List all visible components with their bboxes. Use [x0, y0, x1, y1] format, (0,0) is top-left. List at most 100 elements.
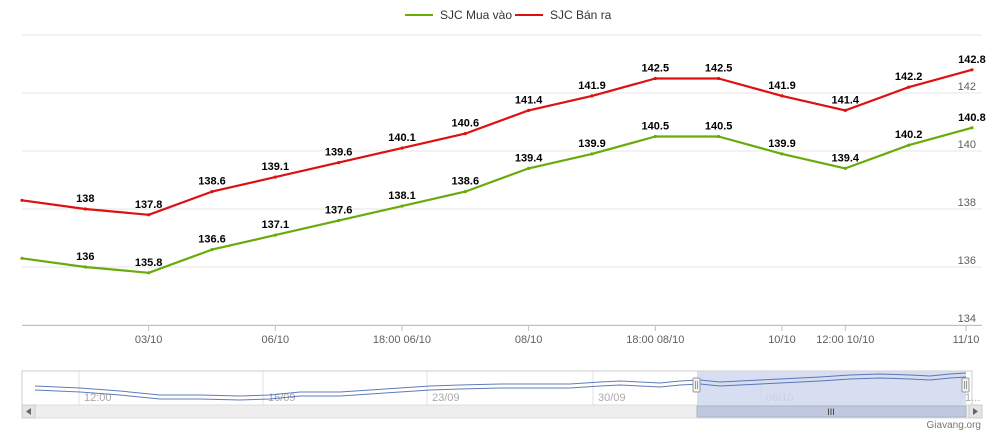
data-point [653, 134, 657, 139]
navigator-handle-right[interactable] [961, 377, 970, 393]
data-point [20, 256, 24, 260]
data-point [653, 76, 657, 81]
data-point [907, 143, 911, 147]
data-point [463, 132, 467, 136]
data-point [210, 190, 214, 194]
series-line-0 [21, 126, 973, 274]
navigator-scrollbar[interactable]: III [21, 404, 983, 419]
data-label: 142.5 [642, 63, 670, 75]
data-point [337, 161, 341, 165]
data-label: 137.6 [325, 205, 353, 217]
arrow-right-icon [973, 408, 978, 415]
data-labels: 136 135.8 136.6 137.1 137.6 138.1 138.6 139.4 13… [76, 54, 986, 269]
x-tick-label: 03/10 [135, 334, 163, 346]
navigator-line [34, 372, 967, 397]
navigator-line [34, 376, 967, 401]
navigator-series [34, 372, 967, 401]
data-point [590, 94, 594, 98]
data-label: 142.2 [895, 71, 923, 83]
x-tick-label: 11/10 [953, 334, 980, 346]
data-point [907, 85, 911, 89]
data-point [400, 204, 404, 208]
data-point [843, 108, 847, 112]
navigator-label: 1... [965, 392, 980, 404]
data-label: 137.8 [135, 199, 163, 211]
data-point [83, 265, 87, 269]
data-point [400, 146, 404, 150]
data-label: 140.1 [388, 132, 416, 144]
data-point [147, 213, 151, 217]
x-tick-label: 12:00 10/10 [816, 334, 874, 346]
y-tick-label: 138 [958, 197, 976, 209]
series-lines [20, 68, 974, 275]
data-point [273, 233, 277, 237]
data-label: 135.8 [135, 257, 163, 269]
y-tick-label: 136 [958, 255, 976, 267]
series-line-1 [21, 68, 973, 216]
x-tick-label: 10/10 [768, 334, 796, 346]
data-point [20, 198, 24, 202]
data-label: 138.6 [452, 176, 480, 188]
data-label: 139.4 [832, 152, 860, 164]
navigator-label: 23/09 [432, 392, 460, 404]
handle-left-box[interactable] [692, 377, 701, 393]
data-label: 139.4 [515, 152, 543, 164]
data-point [463, 190, 467, 194]
credit-link[interactable]: Giavang.org [927, 420, 981, 431]
legend[interactable]: SJC Mua vào SJC Bán ra [405, 8, 612, 22]
data-label: 140.6 [452, 118, 480, 130]
data-label: 139.1 [262, 161, 290, 173]
data-label: 141.4 [515, 94, 543, 106]
data-point [780, 94, 784, 98]
data-point [147, 271, 151, 275]
arrow-left-icon [26, 408, 31, 415]
data-label: 141.9 [578, 80, 606, 92]
data-label: 137.1 [262, 219, 290, 231]
data-label: 140.2 [895, 129, 923, 141]
y-axis: 134 136 138 140 142 [958, 81, 976, 325]
data-point [970, 68, 974, 72]
gridlines [22, 34, 982, 326]
data-label: 139.9 [768, 138, 796, 150]
y-tick-label: 134 [958, 313, 976, 325]
data-point [273, 175, 277, 179]
navigator-handle-left[interactable] [692, 377, 701, 393]
data-point [780, 152, 784, 156]
y-tick-label: 142 [958, 81, 976, 93]
x-axis: 03/10 06/10 18:00 06/10 08/10 18:00 08/10 10/… [135, 325, 979, 346]
data-label: 138.6 [198, 176, 226, 188]
data-label: 139.6 [325, 147, 353, 159]
legend-label-buy: SJC Mua vào [440, 8, 512, 22]
scrollbar-grip-icon: III [827, 407, 835, 417]
data-label: 138 [76, 193, 94, 205]
data-label: 142.5 [705, 63, 733, 75]
legend-item-sell[interactable]: SJC Bán ra [515, 8, 612, 22]
data-point [590, 152, 594, 156]
data-label: 136.6 [198, 234, 226, 246]
data-point [970, 126, 974, 130]
data-label: 140.5 [705, 121, 733, 133]
legend-label-sell: SJC Bán ra [550, 8, 612, 22]
handle-right-box[interactable] [961, 377, 970, 393]
scrollbar-thumb[interactable] [696, 405, 967, 418]
data-label: 138.1 [388, 190, 416, 202]
x-tick-label: 06/10 [262, 334, 290, 346]
navigator-label: 30/09 [598, 392, 626, 404]
x-tick-label: 18:00 08/10 [626, 334, 684, 346]
navigator[interactable]: 12:0016/0923/0930/0906/101... [21, 370, 980, 406]
data-label: 140.8 [958, 112, 986, 124]
data-label: 139.9 [578, 138, 606, 150]
data-point [843, 166, 847, 170]
data-point [337, 219, 341, 223]
navigator-label: 12:00 [84, 392, 112, 404]
y-tick-label: 140 [958, 139, 976, 151]
data-point [210, 248, 214, 252]
data-label: 136 [76, 251, 94, 263]
data-label: 141.9 [768, 80, 796, 92]
legend-item-buy[interactable]: SJC Mua vào [405, 8, 512, 22]
x-tick-label: 18:00 06/10 [373, 334, 431, 346]
x-tick-label: 08/10 [515, 334, 543, 346]
data-point [717, 76, 721, 81]
data-point [527, 166, 531, 170]
